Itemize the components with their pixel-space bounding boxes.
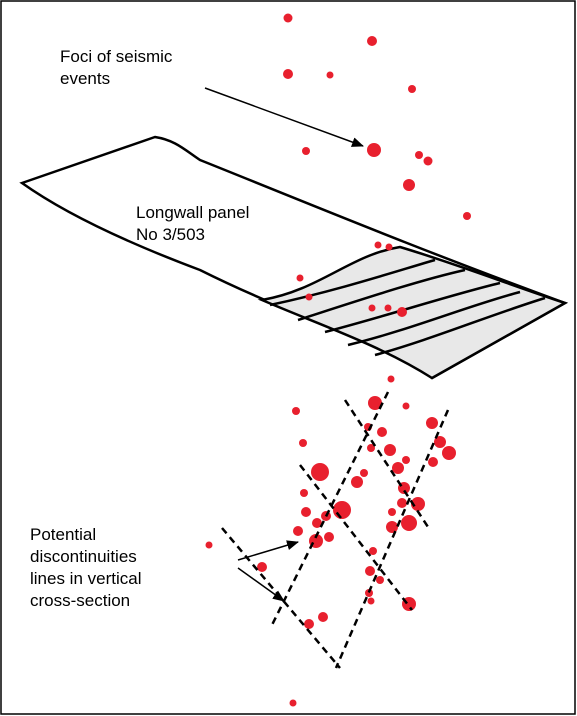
label: No 3/503 — [136, 225, 205, 244]
discontinuity-lines — [221, 391, 450, 669]
seismic-dots — [205, 13, 471, 707]
label: cross-section — [30, 591, 130, 610]
label: Potential — [30, 525, 96, 544]
label: events — [60, 69, 110, 88]
longwall-panel — [19, 135, 569, 380]
arrows — [204, 87, 364, 602]
label: Foci of seismic — [60, 47, 173, 66]
label: lines in vertical — [30, 569, 142, 588]
label: discontinuities — [30, 547, 137, 566]
label: Longwall panel — [136, 203, 249, 222]
